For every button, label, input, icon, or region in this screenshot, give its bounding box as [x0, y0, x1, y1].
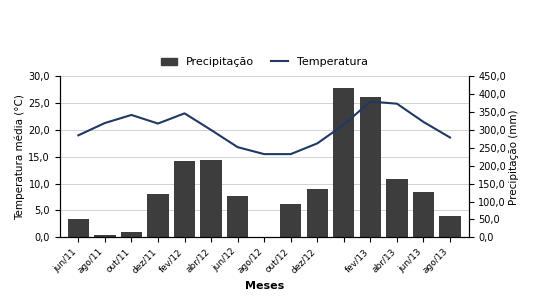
Bar: [147, 194, 169, 237]
Legend: Precipitação, Temperatura: Precipitação, Temperatura: [156, 53, 372, 72]
Bar: [413, 192, 434, 237]
Bar: [360, 97, 381, 237]
Y-axis label: Precipitação (mm): Precipitação (mm): [509, 109, 519, 204]
Bar: [333, 88, 355, 237]
Bar: [307, 188, 328, 237]
Bar: [280, 204, 301, 237]
Bar: [200, 160, 222, 237]
Bar: [68, 219, 89, 237]
Y-axis label: Temperatura média (°C): Temperatura média (°C): [15, 94, 26, 220]
X-axis label: Meses: Meses: [245, 281, 284, 291]
Bar: [121, 232, 142, 237]
Bar: [95, 235, 115, 237]
Bar: [439, 216, 461, 237]
Bar: [386, 179, 407, 237]
Bar: [227, 196, 248, 237]
Bar: [174, 162, 195, 237]
